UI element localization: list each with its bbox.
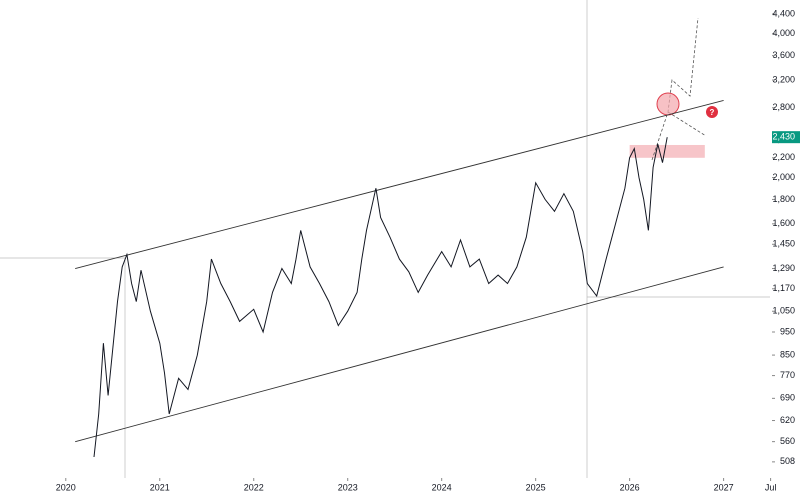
y-tick-label: 690	[780, 393, 795, 403]
x-tick-label: 2021	[150, 482, 170, 492]
last-price-tag	[772, 131, 800, 144]
y-tick-label: 4,400	[772, 8, 795, 18]
y-tick-label: 620	[780, 415, 795, 425]
x-tick-label: 2027	[714, 482, 734, 492]
y-tick-label: 770	[780, 370, 795, 380]
y-tick-label: 2,800	[772, 102, 795, 112]
x-tick-label: 2023	[338, 482, 358, 492]
projection	[651, 17, 707, 161]
y-tick-label: 1,170	[772, 283, 795, 293]
y-tick-label: 508	[780, 456, 795, 466]
x-tick-label: 2022	[244, 482, 264, 492]
question-icon	[706, 106, 718, 118]
y-tick-label: 1,600	[772, 218, 795, 228]
x-tick-label: 2026	[620, 482, 640, 492]
x-tick-label: 2025	[526, 482, 546, 492]
projection-down	[667, 111, 707, 137]
y-tick-label: 3,600	[772, 50, 795, 60]
target-circle	[656, 92, 680, 116]
y-tick-label: 1,800	[772, 194, 795, 204]
zone	[629, 144, 705, 158]
y-tick-label: 3,200	[772, 74, 795, 84]
y-tick-label: 2,200	[772, 152, 795, 162]
y-tick-label: 1,450	[772, 239, 795, 249]
y-tick-label: 2,000	[772, 172, 795, 182]
x-tick-label: 2024	[432, 482, 452, 492]
y-tick-label: 4,000	[772, 28, 795, 38]
channel-line	[75, 266, 724, 443]
channel-line	[75, 100, 724, 269]
x-tick-label: 2020	[56, 482, 76, 492]
y-tick-label: 1,290	[772, 263, 795, 273]
projection-up	[651, 17, 699, 161]
price-line	[93, 137, 668, 458]
y-tick-label: 950	[780, 326, 795, 336]
y-tick-label: 850	[780, 349, 795, 359]
y-tick-label: 560	[780, 436, 795, 446]
x-tick-label: Jul	[765, 482, 777, 492]
question-mark: ?	[710, 108, 715, 117]
y-tick-label: 1,050	[772, 306, 795, 316]
last-price-label: 2,430	[772, 132, 795, 142]
